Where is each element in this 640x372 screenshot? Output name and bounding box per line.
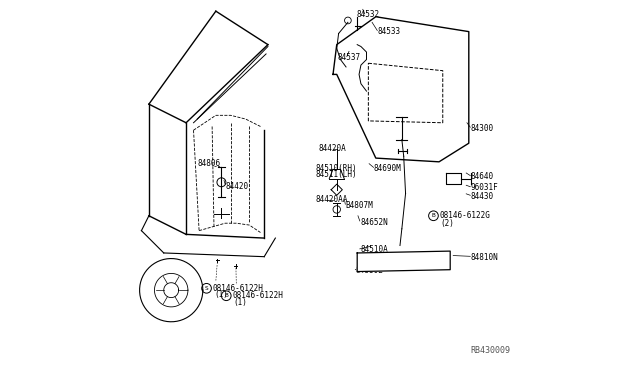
Text: 84640: 84640 (470, 172, 494, 181)
Text: 84880E: 84880E (355, 266, 383, 275)
Text: 84510A: 84510A (360, 246, 388, 254)
Text: 84300: 84300 (470, 124, 494, 133)
Text: (1): (1) (234, 298, 248, 307)
Text: 84532: 84532 (356, 10, 380, 19)
Text: 84537: 84537 (338, 53, 361, 62)
Text: S: S (205, 286, 209, 291)
Text: 84420A: 84420A (319, 144, 346, 153)
Text: 84420AA: 84420AA (316, 195, 348, 203)
Text: 08146-6122H: 08146-6122H (213, 284, 264, 293)
Text: 08146-6122H: 08146-6122H (232, 291, 284, 300)
Text: 84511(LH): 84511(LH) (316, 170, 357, 179)
Text: RB430009: RB430009 (470, 346, 511, 355)
Text: 84510(RH): 84510(RH) (316, 164, 357, 173)
Text: B4807M: B4807M (346, 201, 373, 210)
Text: 84430: 84430 (470, 192, 494, 201)
Text: 84806: 84806 (197, 159, 220, 168)
Text: (1): (1) (214, 290, 228, 299)
Text: 84810N: 84810N (470, 253, 499, 262)
Polygon shape (357, 251, 450, 272)
Text: B: B (225, 293, 228, 298)
Polygon shape (333, 17, 468, 162)
Text: 84690M: 84690M (374, 164, 402, 173)
Text: 84652N: 84652N (360, 218, 388, 227)
Text: 96031F: 96031F (470, 183, 499, 192)
Text: 84533: 84533 (378, 27, 401, 36)
Text: 84420: 84420 (225, 182, 248, 190)
Text: 08146-6122G: 08146-6122G (439, 211, 490, 220)
Text: B: B (431, 213, 435, 218)
Text: (2): (2) (440, 219, 454, 228)
